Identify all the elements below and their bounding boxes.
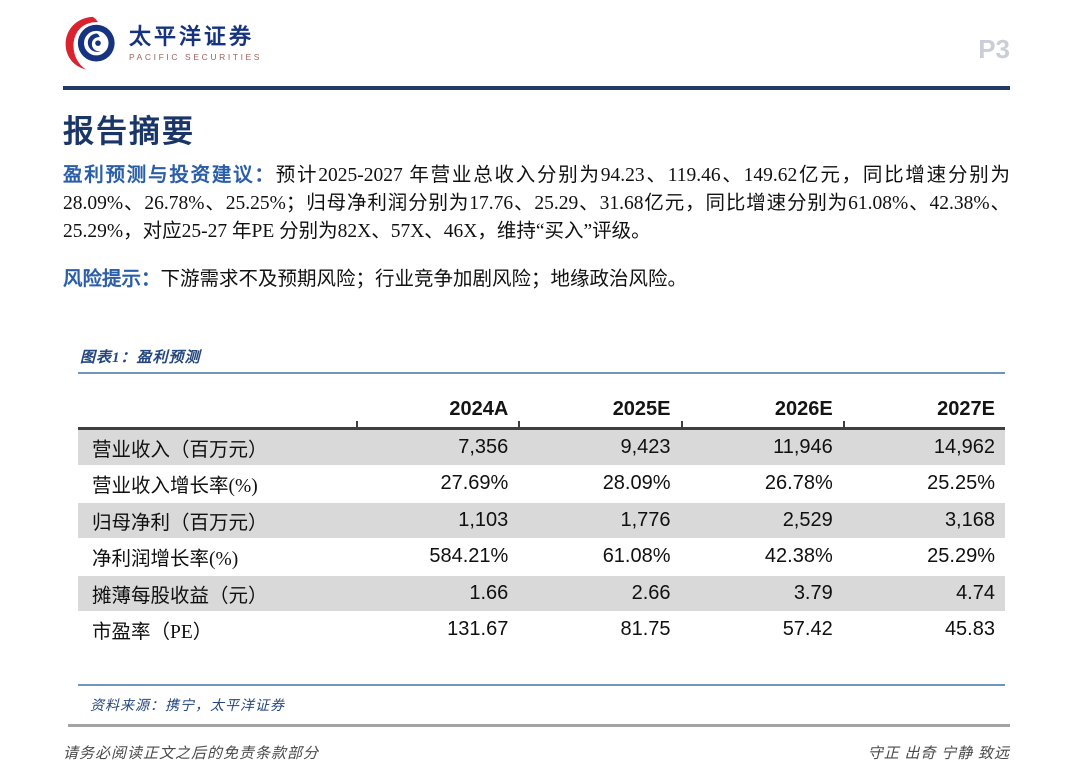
page-header: 太平洋证券 PACIFIC SECURITIES P3 (63, 12, 1010, 78)
table-row: 营业收入增长率(%) 27.69% 28.09% 26.78% 25.25% (78, 465, 1005, 502)
table-row: 市盈率（PE） 131.67 81.75 57.42 45.83 (78, 611, 1005, 647)
table-year-header: 2024A (356, 388, 519, 430)
footer-motto: 守正 出奇 宁静 致远 (867, 745, 1010, 762)
source-top-divider (78, 683, 1005, 686)
figure-top-divider (78, 371, 1005, 374)
table-row-label: 营业收入增长率(%) (92, 475, 258, 497)
table-cell: 14,962 (933, 435, 995, 458)
table-corner-cell (78, 388, 357, 430)
table-cell: 7,356 (458, 435, 509, 458)
summary-paragraph: 盈利预测与投资建议：预计2025-2027 年营业总收入分别为94.23、119… (63, 162, 1010, 246)
table-row: 营业收入（百万元） 7,356 9,423 11,946 14,962 (78, 428, 1005, 465)
table-header-row: 2024A 2025E 2026E 2027E (78, 388, 1005, 430)
table-cell: 81.75 (620, 617, 671, 640)
table-cell: 3,168 (944, 508, 995, 531)
pacific-securities-logo-icon (63, 16, 119, 72)
header-divider (63, 86, 1010, 90)
table-cell: 25.25% (927, 471, 995, 494)
page-title: 报告摘要 (63, 114, 195, 149)
footer-disclaimer: 请务必阅读正文之后的免责条款部分 (63, 745, 320, 762)
forecast-table-head: 2024A 2025E 2026E 2027E (78, 388, 1005, 430)
table-cell: 2,529 (782, 508, 833, 531)
table-cell: 11,946 (773, 435, 833, 458)
table-cell: 2.66 (631, 581, 671, 604)
table-cell: 1,776 (620, 508, 671, 531)
table-cell: 1,103 (458, 508, 509, 531)
page-number: P3 (978, 34, 1010, 64)
table-row-label: 营业收入（百万元） (92, 439, 268, 461)
table-cell: 27.69% (440, 471, 509, 494)
table-cell: 4.74 (956, 581, 995, 604)
table-row-label: 归母净利（百万元） (92, 512, 268, 534)
table-row-label: 净利润增长率(%) (92, 548, 239, 570)
forecast-table-body: 营业收入（百万元） 7,356 9,423 11,946 14,962 营业收入增长率(%… (78, 428, 1005, 647)
risk-paragraph: 风险提示：下游需求不及预期风险；行业竞争加剧风险；地缘政治风险。 (63, 266, 1010, 294)
brand-text: 太平洋证券 PACIFIC SECURITIES (129, 26, 262, 62)
table-row-label: 摊薄每股收益（元） (92, 585, 268, 607)
table-cell: 9,423 (620, 435, 671, 458)
table-year-header: 2025E (518, 388, 681, 430)
brand-logo: 太平洋证券 PACIFIC SECURITIES (63, 16, 262, 72)
table-cell: 42.38% (764, 544, 833, 567)
page-footer: 请务必阅读正文之后的免责条款部分 守正 出奇 宁静 致远 (63, 742, 1010, 763)
table-row-label: 市盈率（PE） (92, 621, 213, 643)
brand-name-cn: 太平洋证券 (129, 24, 255, 50)
table-year-header: 2027E (842, 388, 1005, 430)
table-cell: 26.78% (764, 471, 833, 494)
table-year-header: 2026E (680, 388, 843, 430)
risk-body-text: 下游需求不及预期风险；行业竞争加剧风险；地缘政治风险。 (160, 268, 688, 290)
table-cell: 584.21% (429, 544, 509, 567)
table-cell: 25.29% (927, 544, 995, 567)
risk-lead-label: 风险提示： (63, 268, 161, 290)
table-row: 摊薄每股收益（元） 1.66 2.66 3.79 4.74 (78, 574, 1005, 611)
footer-divider (68, 723, 1010, 727)
table-cell: 45.83 (944, 617, 995, 640)
table-cell: 57.42 (782, 617, 833, 640)
figure-caption: 图表1：盈利预测 (80, 349, 201, 366)
table-cell: 28.09% (602, 471, 671, 494)
forecast-table: 2024A 2025E 2026E 2027E 营业收入（百万元） 7,356 9,423… (78, 388, 1005, 647)
table-row: 归母净利（百万元） 1,103 1,776 2,529 3,168 (78, 501, 1005, 538)
table-cell: 131.67 (447, 617, 509, 640)
summary-body-text: 预计2025-2027 年营业总收入分别为94.23、119.46、149.62… (63, 165, 1010, 242)
figure-block: 图表1：盈利预测 2024A 2025E 2026E 2027E 营业收入（百万元） 7… (78, 346, 1005, 715)
table-cell: 1.66 (469, 581, 509, 604)
table-row: 净利润增长率(%) 584.21% 61.08% 42.38% 25.29% (78, 538, 1005, 575)
summary-lead-label: 盈利预测与投资建议： (63, 165, 276, 186)
source-note: 资料来源：携宁，太平洋证券 (90, 698, 285, 714)
table-cell: 3.79 (793, 581, 833, 604)
brand-name-en: PACIFIC SECURITIES (129, 52, 263, 63)
table-cell: 61.08% (602, 544, 671, 567)
